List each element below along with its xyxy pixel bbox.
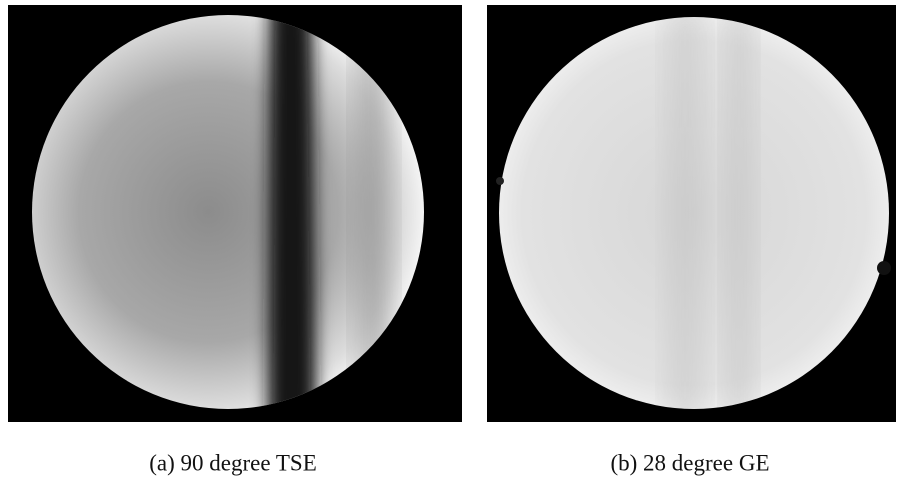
caption: (a) 90 degree TSE: [149, 450, 317, 475]
image-a: [8, 0, 462, 430]
page: (a) 90 degree TSE (b) 28 degree GE (() =…: [0, 0, 904, 480]
figure: (a) 90 degree TSE (b) 28 degree GE: [0, 0, 904, 480]
caption: (b) 28 degree GE: [610, 450, 769, 475]
image-b: [487, 0, 896, 430]
